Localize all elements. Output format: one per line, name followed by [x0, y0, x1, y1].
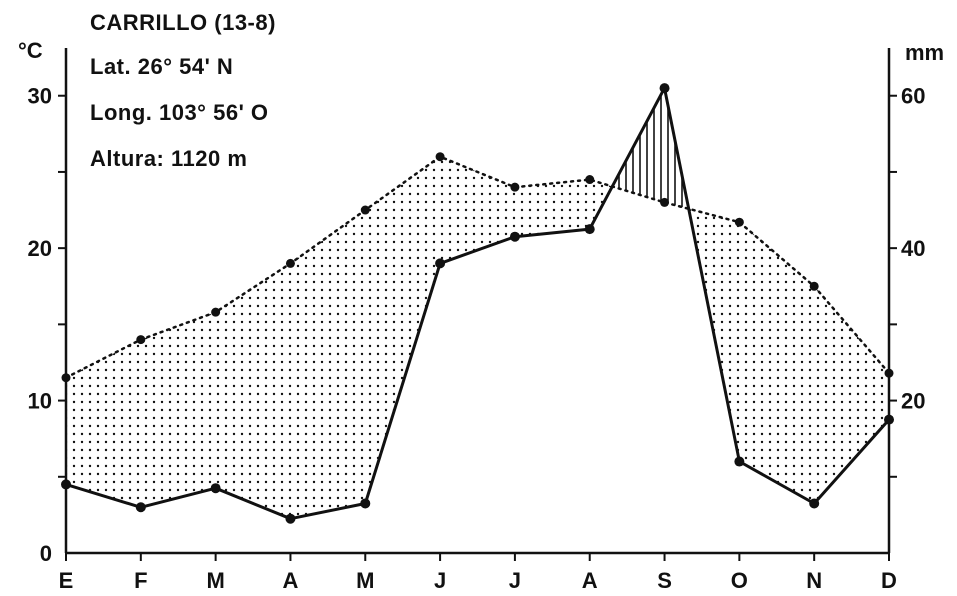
month-label: O [731, 568, 748, 593]
month-label: M [206, 568, 224, 593]
right-tick-label: 20 [901, 389, 925, 414]
temperature-point [809, 281, 819, 291]
precipitation-point [135, 502, 146, 513]
precipitation-point [360, 498, 371, 509]
month-label: J [509, 568, 521, 593]
right-tick-label: 60 [901, 84, 925, 109]
precipitation-point [584, 224, 595, 235]
month-label: J [434, 568, 446, 593]
temperature-point [585, 175, 595, 185]
month-label: D [881, 568, 897, 593]
temperature-point [136, 335, 146, 345]
month-label: A [283, 568, 299, 593]
month-label: F [134, 568, 147, 593]
temperature-point [510, 182, 520, 192]
temperature-line [64, 155, 891, 379]
right-axis-unit: mm [905, 40, 945, 65]
precipitation-point [809, 498, 820, 509]
precipitation-line [65, 86, 891, 521]
left-tick-label: 10 [28, 389, 52, 414]
precipitation-point [435, 258, 446, 269]
month-label: E [59, 568, 74, 593]
left-tick-label: 30 [28, 84, 52, 109]
temperature-point [360, 205, 370, 215]
precipitation-point [61, 479, 71, 490]
precipitation-point [210, 483, 221, 494]
temperature-point [435, 152, 445, 162]
precipitation-point [659, 83, 670, 94]
temperature-point [660, 197, 670, 207]
left-axis-unit: °C [18, 38, 43, 63]
station-name: CARRILLO (13-8) [90, 10, 276, 35]
month-label: M [356, 568, 374, 593]
month-label: A [582, 568, 598, 593]
station-altitude: Altura: 1120 m [90, 146, 248, 171]
station-longitude: Long. 103° 56' O [90, 100, 269, 125]
dry-period-fill [66, 156, 889, 519]
station-latitude: Lat. 26° 54' N [90, 54, 234, 79]
temperature-point [734, 217, 744, 227]
temperature-point [61, 373, 71, 383]
month-label: S [657, 568, 672, 593]
temperature-point [285, 258, 295, 268]
month-label: N [806, 568, 822, 593]
precipitation-point [884, 414, 894, 425]
right-tick-label: 40 [901, 236, 925, 261]
precipitation-point [509, 231, 520, 242]
precipitation-point [734, 456, 745, 467]
temperature-point [884, 368, 894, 378]
left-tick-label: 0 [40, 541, 52, 566]
precipitation-point [285, 513, 296, 524]
temperature-point [211, 307, 221, 317]
left-tick-label: 20 [28, 236, 52, 261]
